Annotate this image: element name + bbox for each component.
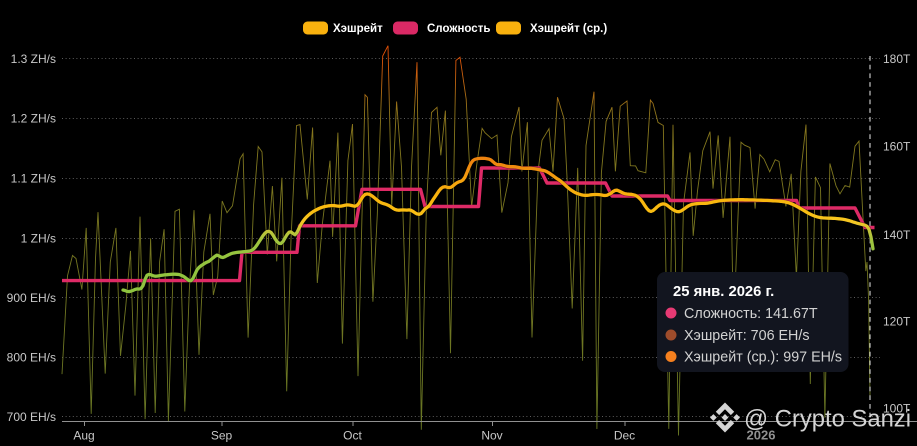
svg-text:1.2 ZH/s: 1.2 ZH/s bbox=[11, 111, 56, 125]
svg-text:Хэшрейт (ср.): 997 EH/s: Хэшрейт (ср.): 997 EH/s bbox=[684, 350, 842, 366]
svg-text:1.1 ZH/s: 1.1 ZH/s bbox=[11, 171, 56, 185]
svg-text:160T: 160T bbox=[883, 139, 911, 153]
svg-text:@ Crypto Sanzi: @ Crypto Sanzi bbox=[744, 406, 911, 433]
svg-text:900 EH/s: 900 EH/s bbox=[7, 291, 56, 305]
svg-text:Oct: Oct bbox=[343, 429, 362, 443]
svg-text:2026: 2026 bbox=[747, 428, 776, 443]
svg-text:Сложность: 141.67T: Сложность: 141.67T bbox=[684, 306, 818, 322]
svg-text:Dec: Dec bbox=[614, 429, 635, 443]
svg-text:Nov: Nov bbox=[481, 429, 502, 443]
svg-text:700 EH/s: 700 EH/s bbox=[7, 410, 56, 424]
svg-text:Хэшрейт: 706 EH/s: Хэшрейт: 706 EH/s bbox=[684, 328, 810, 344]
svg-text:100T: 100T bbox=[883, 401, 911, 415]
svg-text:Sep: Sep bbox=[211, 429, 233, 443]
svg-text:180T: 180T bbox=[883, 52, 911, 66]
svg-text:Aug: Aug bbox=[73, 429, 94, 443]
svg-text:1 ZH/s: 1 ZH/s bbox=[21, 231, 56, 245]
svg-text:Сложность: Сложность bbox=[427, 23, 490, 35]
svg-text:140T: 140T bbox=[883, 228, 911, 242]
svg-text:120T: 120T bbox=[883, 314, 911, 328]
svg-text:25 янв. 2026 г.: 25 янв. 2026 г. bbox=[673, 284, 774, 300]
svg-text:1.3 ZH/s: 1.3 ZH/s bbox=[11, 52, 56, 66]
svg-text:Хэшрейт (ср.): Хэшрейт (ср.) bbox=[530, 23, 607, 35]
svg-text:800 EH/s: 800 EH/s bbox=[7, 350, 56, 364]
svg-text:Хэшрейт: Хэшрейт bbox=[333, 23, 383, 35]
